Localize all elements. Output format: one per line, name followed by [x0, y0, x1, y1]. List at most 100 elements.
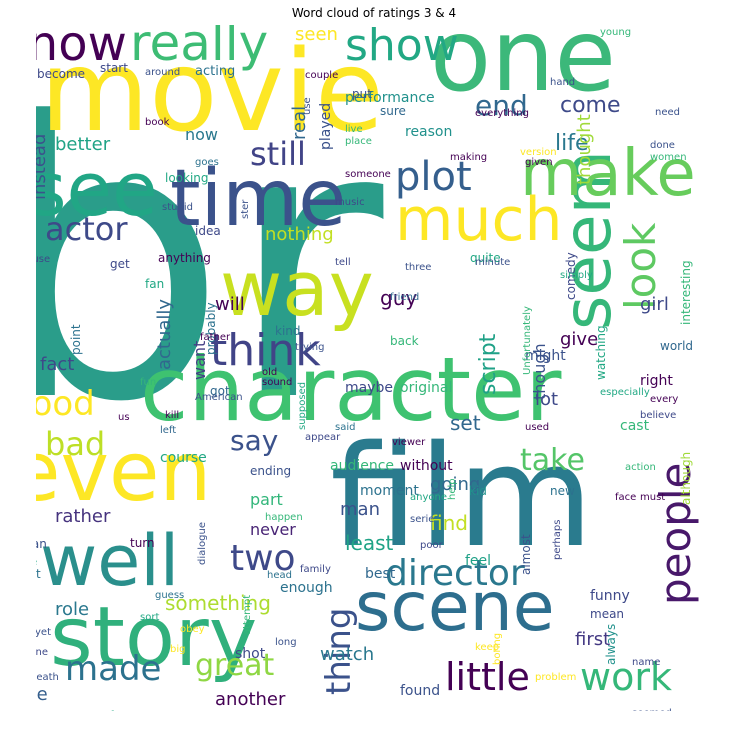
word-used: used: [525, 422, 549, 433]
word-trying: trying: [295, 342, 324, 353]
word-now: now: [185, 125, 218, 144]
word-real: real: [289, 106, 310, 140]
word-course: course: [160, 450, 207, 466]
word-sort: sort: [140, 612, 159, 623]
word-take: take: [520, 443, 585, 478]
word-see: see: [36, 147, 158, 233]
word-will: will: [215, 294, 245, 315]
word-turn: turn: [130, 536, 155, 550]
word-seen: seen: [295, 25, 338, 45]
word-simply: simply: [560, 270, 593, 281]
word-give: give: [560, 329, 598, 350]
word-quite: quite: [470, 251, 501, 265]
word-stupid: stupid: [162, 202, 193, 213]
word-attempt: attempt: [242, 595, 253, 635]
word-two: two: [230, 538, 296, 579]
word-something: something: [165, 591, 271, 615]
word-happen: happen: [265, 512, 303, 523]
word-seem: seem: [549, 150, 626, 330]
word-reason: reason: [405, 124, 452, 140]
word-goes: goes: [195, 157, 219, 168]
word-though: though: [530, 343, 549, 400]
word-couple: couple: [305, 70, 338, 81]
word-people: people: [651, 463, 700, 605]
word-movie: movie: [40, 27, 384, 157]
word-first: first: [575, 629, 610, 650]
word-around: around: [145, 67, 180, 78]
chart-title: Word cloud of ratings 3 & 4: [291, 6, 457, 20]
word-obey: obey: [180, 624, 205, 635]
word-dialogue: dialogue: [197, 522, 208, 565]
word-place: place: [345, 136, 372, 147]
word-fun: fun: [140, 377, 156, 388]
word-become: become: [37, 67, 85, 81]
word-funny: funny: [590, 588, 630, 604]
word-another: another: [215, 689, 286, 710]
word-need: need: [655, 107, 680, 118]
word-plot: plot: [395, 154, 472, 200]
word-least: least: [345, 531, 394, 555]
word-br: br: [36, 42, 388, 485]
word-live: live: [345, 124, 363, 135]
word-yet: yet: [36, 627, 51, 638]
word-nothing: nothing: [265, 224, 334, 245]
word-acting: acting: [195, 64, 235, 79]
word-perhaps: perhaps: [552, 520, 563, 560]
word-think: think: [210, 325, 321, 376]
word-say: say: [230, 424, 278, 457]
word-head: head: [267, 570, 292, 581]
word-best: best: [365, 566, 396, 582]
word-anyone: anyone: [410, 492, 447, 503]
word-set: set: [450, 411, 481, 435]
word-little: little: [445, 655, 530, 699]
word-three: three: [405, 262, 431, 273]
word-either: either: [36, 708, 41, 711]
word-point: point: [69, 324, 83, 355]
word-serie: serie: [410, 514, 434, 525]
word-old: old: [262, 367, 277, 378]
word-watch: watch: [320, 644, 374, 665]
word-ending: ending: [250, 464, 291, 478]
word-mean: mean: [590, 607, 624, 621]
word-bad: bad: [45, 425, 105, 463]
word-rather: rather: [55, 506, 111, 527]
word-audience: audience: [330, 458, 394, 474]
word-screen: screen: [145, 710, 178, 711]
word-enough: enough: [280, 580, 333, 596]
word-show: show: [345, 25, 459, 71]
word-everything: everything: [475, 108, 529, 119]
word-said: said: [335, 422, 355, 433]
word-performance: performance: [345, 90, 435, 106]
word-anything: anything: [158, 251, 211, 265]
word-made: made: [65, 649, 161, 689]
word-left: left: [160, 425, 176, 436]
word-women: women: [650, 152, 687, 163]
word-going: going: [430, 474, 480, 495]
word-poor: poor: [420, 540, 444, 551]
word-great: great: [195, 648, 275, 683]
word-keep: keep: [475, 642, 499, 653]
word-man: man: [340, 499, 380, 520]
word-life: life: [555, 131, 589, 156]
word-kind: kind: [275, 324, 301, 338]
word-ster: ster: [240, 199, 251, 219]
word-must: must: [640, 492, 665, 503]
word-never: never: [250, 520, 296, 539]
word-shot: shot: [235, 646, 266, 662]
word-unfortunately: Unfortunately: [522, 306, 533, 375]
word-face: face: [615, 492, 636, 503]
word-cloud: brfilmmovieonecharacterevenstorytimeways…: [36, 25, 722, 711]
word-almost: almost: [519, 534, 533, 575]
word-long: long: [275, 637, 297, 648]
word-comedy: comedy: [564, 252, 578, 300]
word-idea: idea: [195, 224, 221, 238]
word-especially: especially: [600, 387, 650, 398]
word-love: love: [36, 684, 48, 705]
word-new: new: [550, 484, 575, 498]
word-maybe: maybe: [345, 380, 393, 396]
word-work: work: [580, 655, 672, 699]
word-problem: problem: [535, 672, 576, 683]
word-thing: thing: [319, 608, 359, 695]
word-help: help: [447, 478, 458, 500]
word-one: one: [430, 25, 616, 114]
